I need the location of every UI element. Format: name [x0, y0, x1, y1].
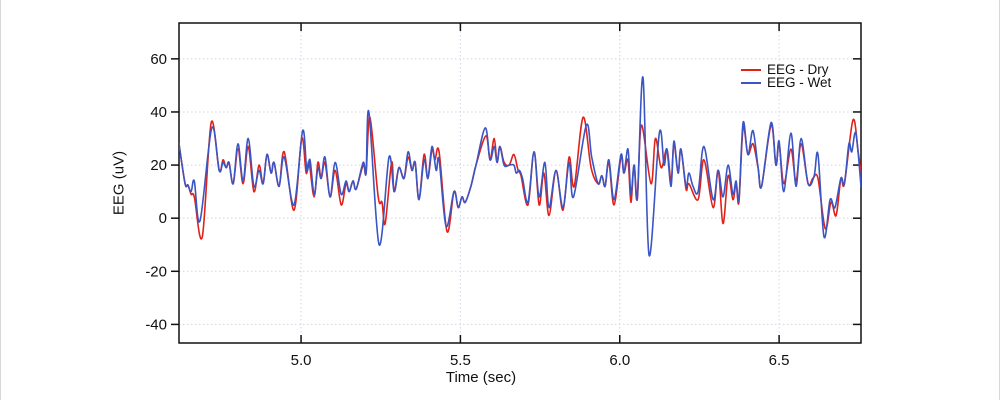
legend-item-dry: EEG - Dry — [741, 63, 831, 76]
x-axis-label: Time (sec) — [445, 369, 517, 386]
y-tick-label: 20 — [150, 157, 167, 174]
eeg-wet-trace — [179, 76, 861, 257]
y-tick-label: -20 — [145, 263, 167, 280]
legend-label-wet: EEG - Wet — [767, 75, 832, 90]
y-tick-label: 0 — [159, 210, 167, 227]
x-tick-label: 6.5 — [769, 352, 790, 369]
y-axis-label: EEG (uV) — [110, 150, 128, 216]
y-tick-label: 60 — [150, 51, 167, 68]
y-tick-label: -40 — [145, 316, 167, 333]
x-tick-label: 5.0 — [291, 352, 312, 369]
legend: EEG - Dry EEG - Wet — [741, 63, 831, 89]
y-tick-label: 40 — [150, 104, 167, 121]
legend-label-dry: EEG - Dry — [767, 62, 829, 77]
legend-item-wet: EEG - Wet — [741, 76, 831, 89]
legend-swatch-wet-line — [741, 81, 761, 84]
legend-swatch-dry-line — [741, 68, 761, 71]
x-tick-label: 5.5 — [450, 352, 471, 369]
x-tick-label: 6.0 — [609, 352, 630, 369]
